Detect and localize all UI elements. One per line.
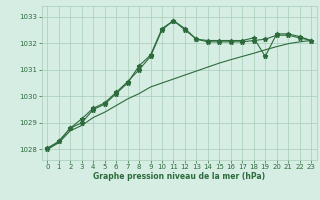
X-axis label: Graphe pression niveau de la mer (hPa): Graphe pression niveau de la mer (hPa) [93,172,265,181]
